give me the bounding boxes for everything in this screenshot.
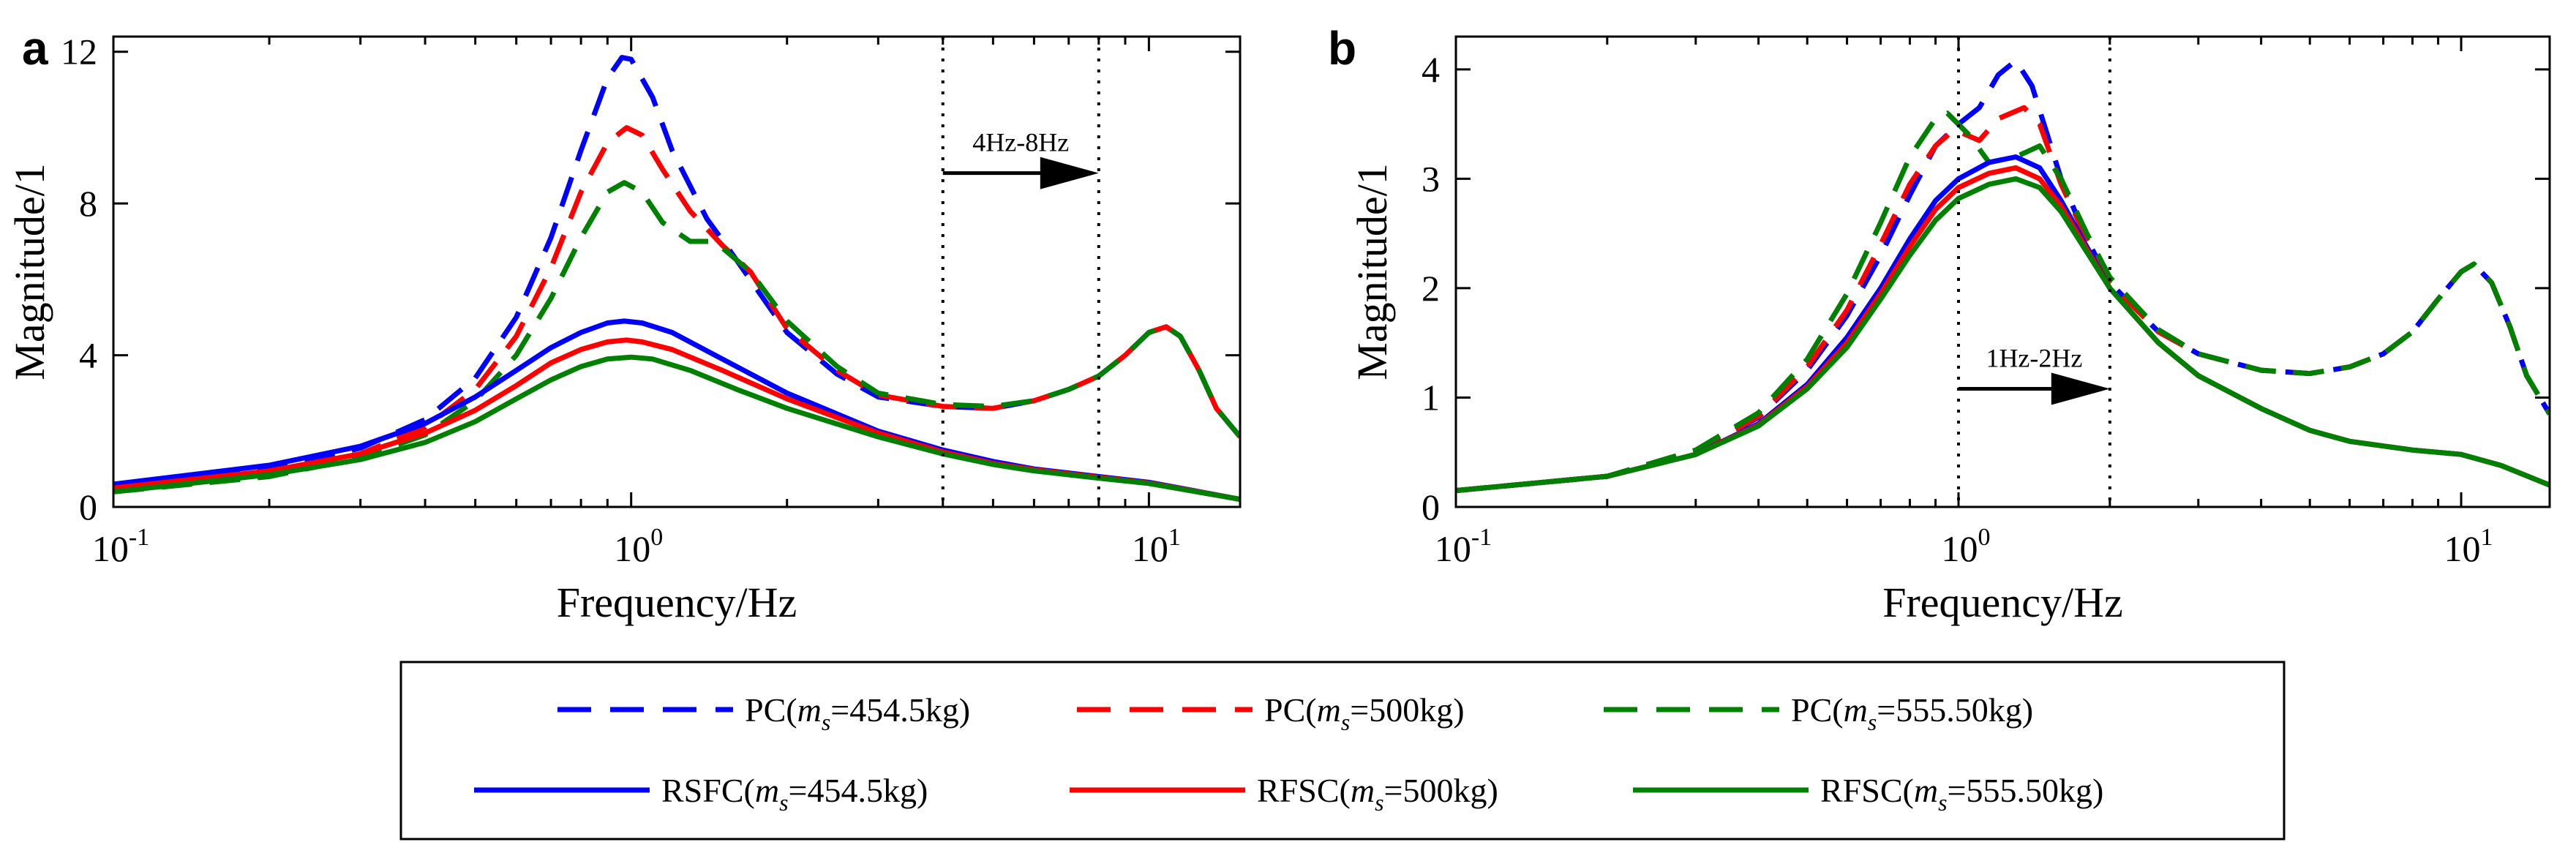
legend-item-2: PC(ms=555.50kg) — [1604, 691, 2033, 735]
panel-b-y-axis-title: Magnitude/1 — [1348, 163, 1396, 380]
series-line-dashed-1 — [1456, 105, 2550, 494]
panel-b-letter: b — [1328, 22, 1356, 75]
legend-item-3: RSFC(ms=454.5kg) — [474, 772, 928, 816]
legend-label: RFSC(ms=555.50kg) — [1820, 772, 2103, 816]
legend-label: RFSC(ms=500kg) — [1257, 772, 1498, 816]
panel-a-y-axis-title: Magnitude/1 — [6, 163, 53, 380]
series-line-dashed-0 — [113, 55, 1240, 489]
legend: PC(ms=454.5kg) PC(ms=500kg) PC(ms=555.50… — [399, 661, 2286, 841]
series-line-dashed-1 — [113, 125, 1240, 493]
series-line-solid-4 — [1456, 165, 2550, 494]
panel-b-xtick-label: 101 — [2444, 524, 2493, 569]
panel-a-ytick-label: 4 — [79, 335, 97, 376]
panel-a-ytick-label: 0 — [79, 486, 97, 527]
panel-a-series — [113, 55, 1240, 503]
panel-b-annotation: 1Hz-2Hz — [1959, 344, 2110, 405]
panel-a-x-tick-labels: 10-1 100 101 — [92, 524, 1181, 569]
legend-item-4: RFSC(ms=500kg) — [1070, 772, 1498, 816]
panel-b-y-tick-labels: 0 1 2 3 4 — [1422, 49, 1440, 527]
panel-a-ytick-label: 8 — [79, 183, 97, 224]
panel-b-series — [1456, 58, 2550, 494]
panel-b-ytick-label: 4 — [1422, 49, 1440, 90]
series-line-dashed-2 — [1456, 110, 2550, 494]
legend-label: PC(ms=500kg) — [1264, 691, 1465, 735]
panel-b-x-axis-title: Frequency/Hz — [1882, 579, 2123, 626]
legend-label: RSFC(ms=454.5kg) — [661, 772, 928, 816]
legend-item-0: PC(ms=454.5kg) — [557, 691, 970, 735]
panel-a-annotation-text: 4Hz-8Hz — [972, 128, 1069, 157]
panel-a-range-lines — [941, 37, 1100, 507]
panel-b-annotation-text: 1Hz-2Hz — [1986, 344, 2082, 373]
panel-b-ticks — [1454, 37, 2550, 508]
series-line-dashed-2 — [113, 180, 1240, 495]
panel-a-ytick-label: 12 — [61, 31, 97, 72]
panel-b-ytick-label: 1 — [1422, 377, 1440, 418]
panel-b-ytick-label: 0 — [1422, 486, 1440, 527]
panel-a-xtick-label: 10-1 — [92, 524, 149, 569]
panel-a-arrow-head — [1040, 157, 1099, 189]
panel-a-plot-frame — [112, 35, 1242, 508]
panel-a-x-axis-title: Frequency/Hz — [557, 579, 797, 626]
legend-item-5: RFSC(ms=555.50kg) — [1633, 772, 2103, 816]
series-line-dashed-0 — [1456, 58, 2550, 494]
panel-a-xtick-label: 100 — [614, 524, 663, 569]
panel-a-xtick-label: 101 — [1132, 524, 1181, 569]
series-line-solid-5 — [1456, 176, 2550, 494]
legend-label: PC(ms=454.5kg) — [745, 691, 970, 735]
panel-a: a 4Hz-8Hz 0 4 8 12 10-1 100 101 Frequenc… — [6, 22, 1242, 626]
panel-b: b 1Hz-2Hz 0 1 2 3 4 10-1 100 101 Frequen… — [1328, 22, 2551, 626]
series-line-solid-5 — [113, 354, 1240, 503]
panel-a-letter: a — [22, 22, 48, 75]
panel-b-ytick-label: 2 — [1422, 268, 1440, 309]
panel-a-annotation: 4Hz-8Hz — [942, 128, 1099, 189]
panel-b-arrow-head — [2051, 372, 2110, 405]
panel-b-x-tick-labels: 10-1 100 101 — [1435, 524, 2493, 569]
legend-box — [399, 661, 2286, 841]
panel-b-xtick-label: 10-1 — [1435, 524, 1492, 569]
panel-b-range-lines — [1957, 37, 2111, 507]
series-line-solid-3 — [1456, 154, 2550, 494]
panel-b-plot-frame — [1454, 35, 2551, 508]
legend-label: PC(ms=555.50kg) — [1791, 691, 2033, 735]
legend-item-1: PC(ms=500kg) — [1077, 691, 1465, 735]
panel-a-ticks — [112, 37, 1240, 508]
panel-b-xtick-label: 100 — [1942, 524, 1991, 569]
panel-b-ytick-label: 3 — [1422, 158, 1440, 199]
panel-a-y-tick-labels: 0 4 8 12 — [61, 31, 97, 527]
